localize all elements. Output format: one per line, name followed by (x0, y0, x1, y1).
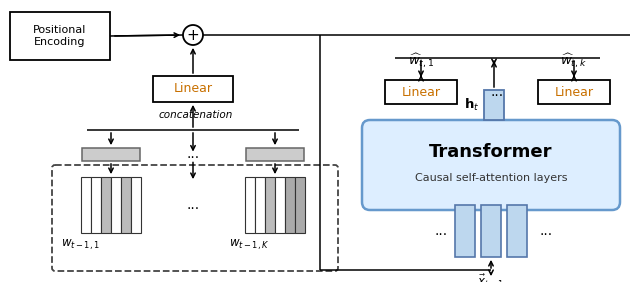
Bar (91, 177, 101, 233)
Bar (255, 177, 265, 233)
Bar (265, 177, 275, 233)
Text: $w_{t-1,1}$: $w_{t-1,1}$ (61, 238, 100, 252)
Text: Positional
Encoding: Positional Encoding (33, 25, 86, 47)
Text: concatenation: concatenation (159, 110, 233, 120)
Text: $\widehat{w}_{t,k}$: $\widehat{w}_{t,k}$ (561, 51, 588, 70)
Text: $\mathbf{h}_t$: $\mathbf{h}_t$ (463, 97, 479, 113)
Bar (101, 177, 111, 233)
Text: ...: ... (186, 198, 200, 212)
Bar (275, 177, 285, 233)
Bar (385, 80, 457, 104)
Bar (10, 12, 110, 60)
Bar (245, 177, 255, 233)
Bar (455, 205, 475, 257)
Bar (246, 148, 304, 161)
Bar (285, 177, 295, 233)
Bar (153, 76, 233, 102)
Bar (295, 177, 305, 233)
Bar (121, 177, 131, 233)
Bar (481, 205, 501, 257)
Text: $\widehat{w}_{t,1}$: $\widehat{w}_{t,1}$ (408, 51, 434, 70)
Text: ...: ... (186, 147, 200, 162)
FancyBboxPatch shape (52, 165, 338, 271)
Text: $+$: $+$ (186, 28, 200, 43)
Bar (111, 177, 121, 233)
Bar (81, 177, 91, 233)
Bar (538, 80, 610, 104)
FancyBboxPatch shape (362, 120, 620, 210)
Bar (82, 148, 140, 161)
Text: ...: ... (435, 224, 447, 238)
Text: ...: ... (491, 85, 504, 99)
Text: Linear: Linear (173, 83, 212, 96)
Circle shape (183, 25, 203, 45)
Bar (507, 205, 527, 257)
Bar (131, 177, 141, 233)
Text: $\vec{x}_{t-1}$: $\vec{x}_{t-1}$ (477, 273, 504, 282)
Text: Linear: Linear (401, 85, 440, 98)
Text: ...: ... (540, 224, 552, 238)
Text: Transformer: Transformer (429, 143, 553, 161)
Text: $w_{t-1,K}$: $w_{t-1,K}$ (229, 238, 269, 252)
Text: Causal self-attention layers: Causal self-attention layers (415, 173, 567, 183)
Bar (484, 90, 504, 120)
Text: Linear: Linear (554, 85, 593, 98)
